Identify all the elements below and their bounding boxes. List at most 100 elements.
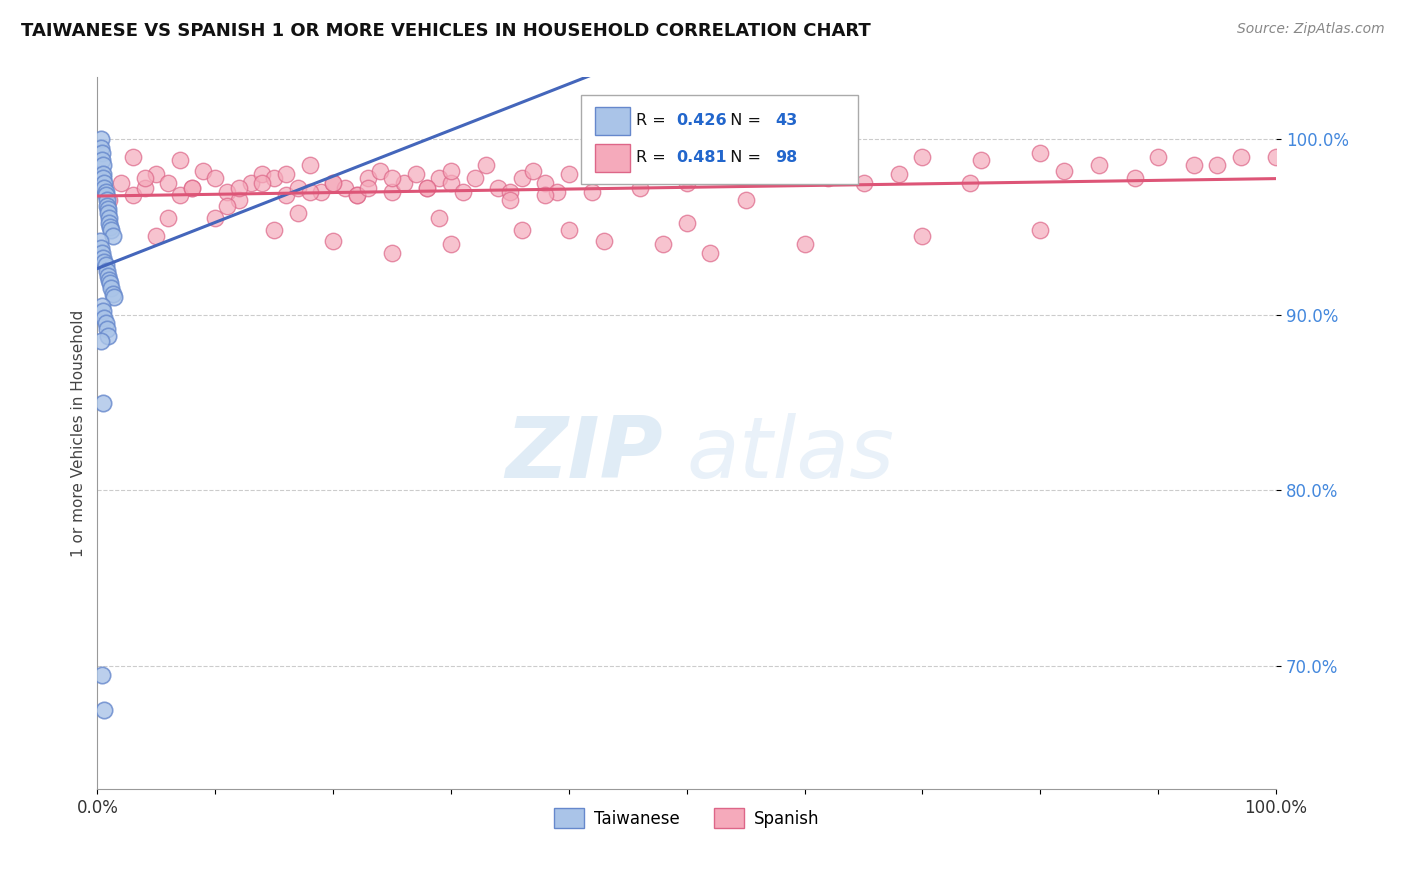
Point — [392, 176, 415, 190]
Point — [475, 158, 498, 172]
Point — [239, 176, 262, 190]
Point — [852, 176, 875, 190]
Point — [91, 299, 114, 313]
Point — [121, 149, 143, 163]
Point — [93, 255, 115, 269]
Point — [96, 194, 118, 208]
Point — [97, 206, 120, 220]
Point — [287, 181, 309, 195]
Point — [699, 246, 721, 260]
Point — [617, 158, 640, 172]
Point — [98, 272, 121, 286]
Point — [91, 252, 114, 266]
Point — [510, 170, 533, 185]
Text: 0.481: 0.481 — [676, 151, 727, 165]
Point — [381, 246, 404, 260]
Point — [193, 163, 215, 178]
Point — [91, 153, 114, 167]
Text: R =: R = — [636, 151, 671, 165]
Point — [558, 167, 581, 181]
Point — [522, 163, 544, 178]
Point — [98, 276, 121, 290]
Point — [134, 181, 156, 195]
Point — [1088, 158, 1111, 172]
Point — [98, 219, 121, 234]
Point — [94, 317, 117, 331]
Point — [1029, 223, 1052, 237]
Point — [1229, 149, 1251, 163]
Point — [357, 181, 380, 195]
Point — [101, 228, 124, 243]
Point — [90, 141, 112, 155]
Point — [510, 223, 533, 237]
Point — [887, 167, 910, 181]
Point — [675, 176, 697, 190]
Point — [440, 163, 463, 178]
Point — [252, 167, 274, 181]
Point — [94, 185, 117, 199]
Point — [793, 237, 815, 252]
FancyBboxPatch shape — [595, 144, 630, 172]
Point — [346, 188, 368, 202]
Point — [1182, 158, 1205, 172]
Text: N =: N = — [720, 113, 766, 128]
Point — [91, 304, 114, 318]
Point — [451, 185, 474, 199]
Point — [274, 188, 297, 202]
Point — [97, 268, 120, 283]
Point — [169, 188, 191, 202]
Point — [263, 223, 285, 237]
Point — [416, 181, 439, 195]
Point — [1265, 149, 1288, 163]
Point — [93, 703, 115, 717]
Text: TAIWANESE VS SPANISH 1 OR MORE VEHICLES IN HOUSEHOLD CORRELATION CHART: TAIWANESE VS SPANISH 1 OR MORE VEHICLES … — [21, 22, 870, 40]
Point — [97, 202, 120, 217]
Point — [311, 185, 333, 199]
Point — [93, 176, 115, 190]
Point — [558, 223, 581, 237]
Point — [970, 153, 993, 167]
Point — [89, 234, 111, 248]
Point — [381, 170, 404, 185]
Point — [427, 211, 450, 225]
Point — [98, 211, 121, 225]
Text: 0.426: 0.426 — [676, 113, 727, 128]
Point — [94, 259, 117, 273]
Text: 43: 43 — [775, 113, 797, 128]
Point — [98, 216, 121, 230]
Y-axis label: 1 or more Vehicles in Household: 1 or more Vehicles in Household — [72, 310, 86, 557]
Point — [96, 264, 118, 278]
Point — [322, 234, 344, 248]
Point — [157, 176, 180, 190]
Point — [793, 158, 815, 172]
Text: N =: N = — [720, 151, 766, 165]
Point — [534, 176, 557, 190]
Point — [1206, 158, 1229, 172]
Point — [180, 181, 202, 195]
Legend: Taiwanese, Spanish: Taiwanese, Spanish — [548, 802, 825, 834]
Point — [322, 176, 344, 190]
Point — [91, 668, 114, 682]
Point — [499, 194, 522, 208]
Point — [90, 241, 112, 255]
Point — [298, 185, 321, 199]
Point — [252, 176, 274, 190]
Point — [204, 211, 226, 225]
Point — [110, 176, 132, 190]
Point — [911, 149, 934, 163]
Point — [464, 170, 486, 185]
Point — [97, 328, 120, 343]
Point — [100, 223, 122, 237]
Text: Source: ZipAtlas.com: Source: ZipAtlas.com — [1237, 22, 1385, 37]
Point — [263, 170, 285, 185]
Point — [91, 395, 114, 409]
Point — [298, 158, 321, 172]
Point — [228, 194, 250, 208]
Point — [93, 311, 115, 326]
Point — [440, 176, 463, 190]
Point — [91, 146, 114, 161]
Point — [1053, 163, 1076, 178]
Point — [734, 167, 756, 181]
Point — [1029, 146, 1052, 161]
Point — [98, 194, 121, 208]
